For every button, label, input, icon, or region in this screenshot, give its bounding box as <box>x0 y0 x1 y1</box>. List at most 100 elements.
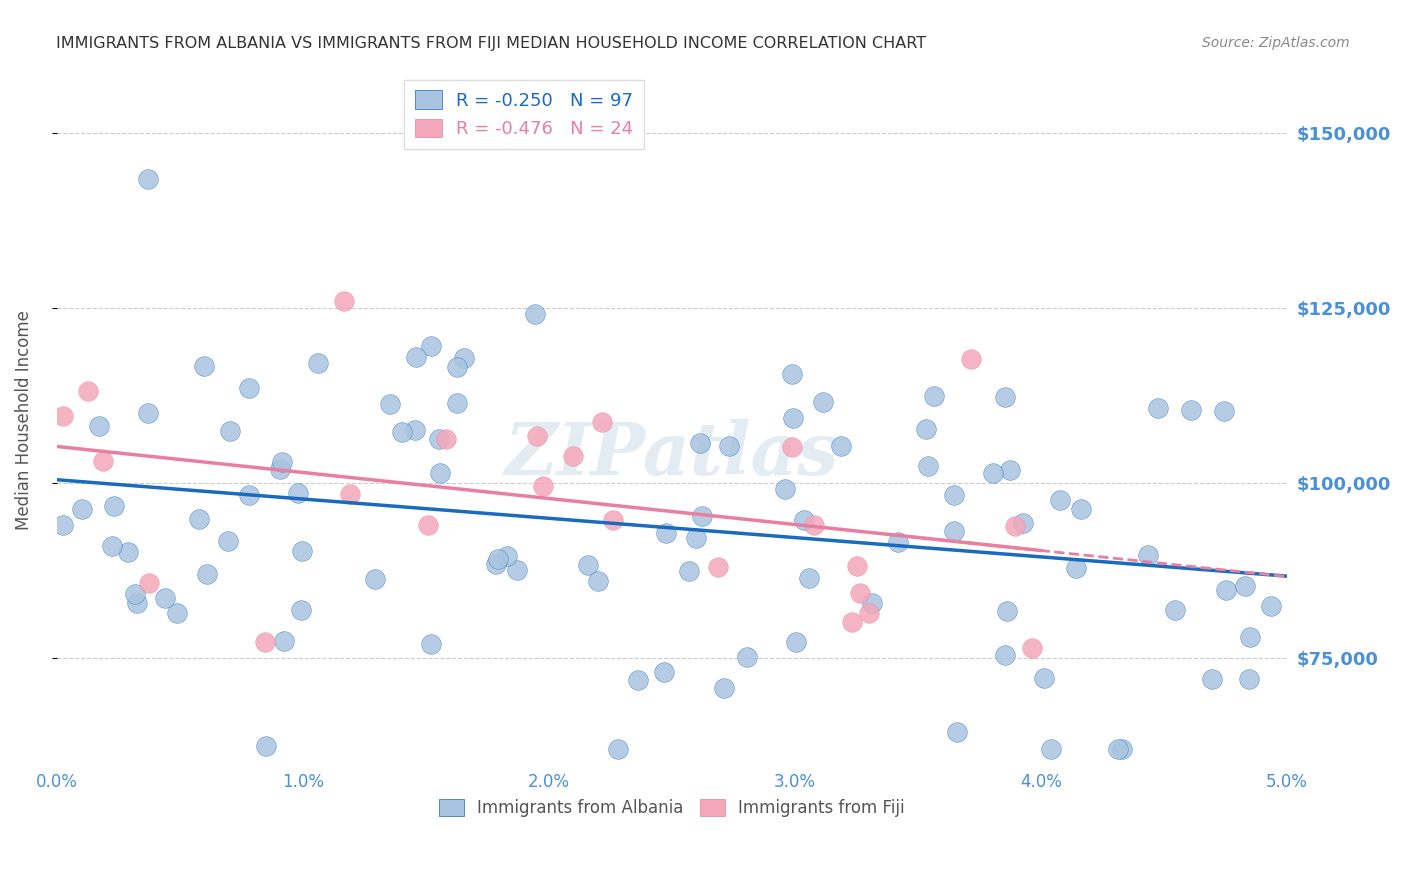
Point <box>849 586 872 600</box>
Point <box>523 308 546 322</box>
Point <box>960 351 983 366</box>
Point <box>1164 603 1187 617</box>
Point <box>269 462 291 476</box>
Point <box>803 518 825 533</box>
Point <box>1040 742 1063 756</box>
Point <box>1049 493 1071 508</box>
Point <box>718 439 741 453</box>
Point <box>496 549 519 563</box>
Point <box>364 572 387 586</box>
Point <box>591 415 613 429</box>
Point <box>506 563 529 577</box>
Point <box>707 559 730 574</box>
Point <box>606 742 628 756</box>
Point <box>1215 583 1237 598</box>
Point <box>685 531 707 545</box>
Point <box>101 539 124 553</box>
Point <box>1021 641 1043 656</box>
Point <box>735 650 758 665</box>
Point <box>942 488 965 502</box>
Point <box>290 603 312 617</box>
Point <box>434 432 457 446</box>
Legend: Immigrants from Albania, Immigrants from Fiji: Immigrants from Albania, Immigrants from… <box>432 792 911 823</box>
Point <box>846 559 869 574</box>
Point <box>136 172 159 186</box>
Point <box>1032 671 1054 685</box>
Point <box>125 596 148 610</box>
Point <box>420 637 443 651</box>
Y-axis label: Median Household Income: Median Household Income <box>15 310 32 530</box>
Point <box>858 606 880 620</box>
Point <box>484 557 506 571</box>
Point <box>416 518 439 533</box>
Point <box>427 432 450 446</box>
Point <box>922 389 945 403</box>
Point <box>188 511 211 525</box>
Point <box>775 482 797 496</box>
Point <box>238 380 260 394</box>
Point <box>994 390 1017 404</box>
Point <box>380 396 402 410</box>
Point <box>117 545 139 559</box>
Point <box>405 350 427 364</box>
Point <box>1011 516 1033 530</box>
Point <box>917 458 939 473</box>
Point <box>273 634 295 648</box>
Point <box>793 513 815 527</box>
Point <box>1108 742 1130 756</box>
Point <box>446 396 468 410</box>
Point <box>780 367 803 381</box>
Point <box>626 673 648 687</box>
Point <box>860 596 883 610</box>
Text: Source: ZipAtlas.com: Source: ZipAtlas.com <box>1202 36 1350 50</box>
Point <box>52 518 75 533</box>
Point <box>1239 672 1261 686</box>
Point <box>1070 501 1092 516</box>
Point <box>419 339 441 353</box>
Point <box>813 395 835 409</box>
Point <box>1064 561 1087 575</box>
Point <box>1000 462 1022 476</box>
Point <box>586 574 609 588</box>
Point <box>453 351 475 365</box>
Point <box>155 591 177 605</box>
Point <box>217 533 239 548</box>
Point <box>531 479 554 493</box>
Point <box>652 665 675 679</box>
Point <box>166 606 188 620</box>
Point <box>830 439 852 453</box>
Point <box>994 648 1017 662</box>
Point <box>138 575 160 590</box>
Point <box>799 571 821 585</box>
Point <box>841 615 863 629</box>
Point <box>655 526 678 541</box>
Point <box>103 500 125 514</box>
Text: ZIPatlas: ZIPatlas <box>505 419 839 490</box>
Point <box>446 360 468 375</box>
Point <box>429 466 451 480</box>
Point <box>287 485 309 500</box>
Point <box>915 422 938 436</box>
Point <box>333 294 356 309</box>
Point <box>136 406 159 420</box>
Point <box>713 681 735 695</box>
Point <box>253 635 276 649</box>
Point <box>782 410 804 425</box>
Point <box>1260 599 1282 614</box>
Point <box>91 453 114 467</box>
Point <box>943 524 966 539</box>
Point <box>254 739 277 753</box>
Point <box>780 440 803 454</box>
Point <box>271 455 294 469</box>
Point <box>391 425 413 439</box>
Point <box>404 423 426 437</box>
Point <box>1239 630 1261 644</box>
Point <box>526 429 548 443</box>
Point <box>576 558 599 572</box>
Point <box>887 534 910 549</box>
Point <box>946 725 969 739</box>
Point <box>291 543 314 558</box>
Point <box>76 384 98 399</box>
Point <box>561 450 583 464</box>
Point <box>678 564 700 578</box>
